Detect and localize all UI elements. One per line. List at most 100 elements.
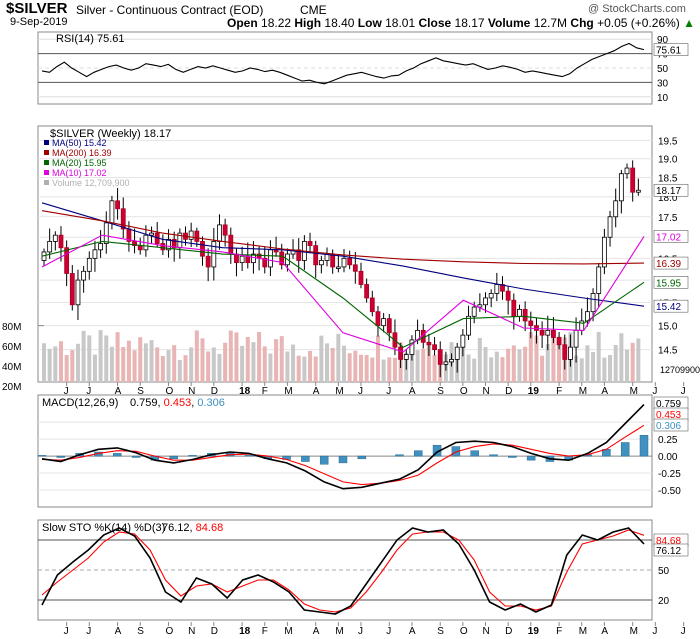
price-tick-label: 15.0 (658, 322, 678, 333)
candle-body (505, 290, 511, 301)
instrument-name: Silver - Continuous Contract (EOD) (76, 3, 264, 17)
volume-bar (432, 354, 437, 382)
volume-bar (347, 353, 352, 382)
x-tick-label: A (313, 386, 320, 397)
candle-body (166, 238, 171, 251)
date-label: 9-Sep-2019 (10, 16, 68, 28)
macd-hist-bar (639, 435, 649, 457)
volume-bar (415, 350, 420, 382)
volume-bar (296, 355, 301, 382)
x-tick-label: A (601, 626, 608, 637)
candle-body (115, 200, 120, 210)
candle-body (635, 189, 641, 193)
x-tick-label: M (284, 386, 292, 397)
volume-bar (574, 355, 579, 382)
ma-last-label: 16.39 (656, 259, 681, 270)
x-tick-label: J (386, 386, 391, 397)
candle-body (477, 304, 483, 308)
volume-bar (534, 335, 539, 382)
candle-body (568, 346, 573, 360)
volume-bar (630, 342, 635, 382)
volume-bar (500, 357, 505, 382)
candle-body (613, 200, 619, 218)
volume-bar (330, 347, 335, 382)
price-tick-label: 18.5 (658, 174, 678, 185)
volume-bar (279, 336, 284, 382)
candle-body (239, 255, 245, 264)
ma-last-label-box (653, 276, 689, 289)
volume-tick-label: 80M (2, 322, 21, 333)
macd-tick-label: 0.25 (658, 435, 678, 446)
macd-hist-bar (338, 455, 348, 464)
volume-bar (342, 345, 346, 382)
candle-body (58, 234, 64, 249)
macd-hist-bar (319, 455, 329, 465)
volume-bar (183, 355, 188, 382)
x-tick-label: N (188, 626, 195, 637)
candle-body (75, 279, 81, 306)
macd-hist-bar (620, 442, 630, 457)
x-tick-label: M (630, 626, 638, 637)
volume-bar (596, 332, 601, 382)
high-value: 18.40 (324, 16, 355, 30)
price-tick-label: 17.5 (658, 213, 678, 224)
macd-last-label: 0.759 (656, 399, 681, 410)
candle-body (375, 311, 381, 327)
legend-swatch (44, 160, 49, 165)
macd-hist-bar (131, 455, 141, 458)
candle-body (268, 249, 273, 268)
candle-body (454, 346, 460, 360)
volume-bar (353, 350, 358, 382)
volume-bar (370, 357, 375, 382)
x-tick-label: M (335, 626, 343, 637)
candle-body (369, 297, 375, 313)
candle-body (409, 339, 415, 355)
volume-bar (308, 350, 313, 382)
candle-body (307, 241, 313, 247)
volume-bar (268, 353, 273, 382)
volume-bar (228, 330, 233, 382)
legend-entry: MA(50) 15.42 (52, 138, 107, 148)
volume-bar (375, 335, 380, 382)
macd-last-label: 0.306 (656, 421, 681, 432)
legend-swatch (44, 150, 49, 155)
candle-body (52, 234, 58, 242)
exchange-label: CME (300, 3, 327, 17)
volume-bar (619, 333, 624, 382)
volume-bar (87, 335, 92, 382)
x-tick-label: N (483, 626, 490, 637)
candle-body (132, 241, 137, 247)
ma-last-label-box (653, 256, 689, 270)
candle-body (460, 334, 466, 348)
volume-bar (223, 342, 228, 382)
sto-last-label-box (653, 543, 689, 557)
x-tick-label: 19 (528, 626, 540, 637)
x-tick-label: D (505, 386, 512, 397)
volume-bar (53, 346, 58, 382)
ma-last-label-box (653, 299, 689, 313)
volume-bar (160, 355, 165, 382)
macd-title: MACD(12,26,9) (42, 397, 118, 409)
legend-swatch (44, 140, 49, 145)
candle-body (205, 255, 211, 268)
last-volume-label: 12709900 (660, 365, 700, 375)
x-tick-label: J (86, 626, 91, 637)
candle-body (200, 241, 205, 257)
x-tick-label: D (211, 386, 218, 397)
legend-entry: MA(10) 17.02 (52, 168, 107, 178)
candle-body (149, 232, 154, 236)
sto-k-line (41, 527, 645, 615)
x-tick-label: J (386, 626, 391, 637)
macd-value: 0.759 (130, 397, 158, 409)
candle-body (64, 247, 70, 274)
volume-bar (494, 351, 499, 382)
candle-body (573, 329, 579, 348)
volume-bar (70, 350, 75, 382)
candle-body (222, 224, 228, 236)
volume-bar (511, 345, 516, 382)
macd-tick-label: 0.00 (658, 452, 678, 463)
x-tick-label: A (601, 386, 608, 397)
volume-bar (636, 338, 641, 382)
x-tick-label: D (211, 626, 218, 637)
